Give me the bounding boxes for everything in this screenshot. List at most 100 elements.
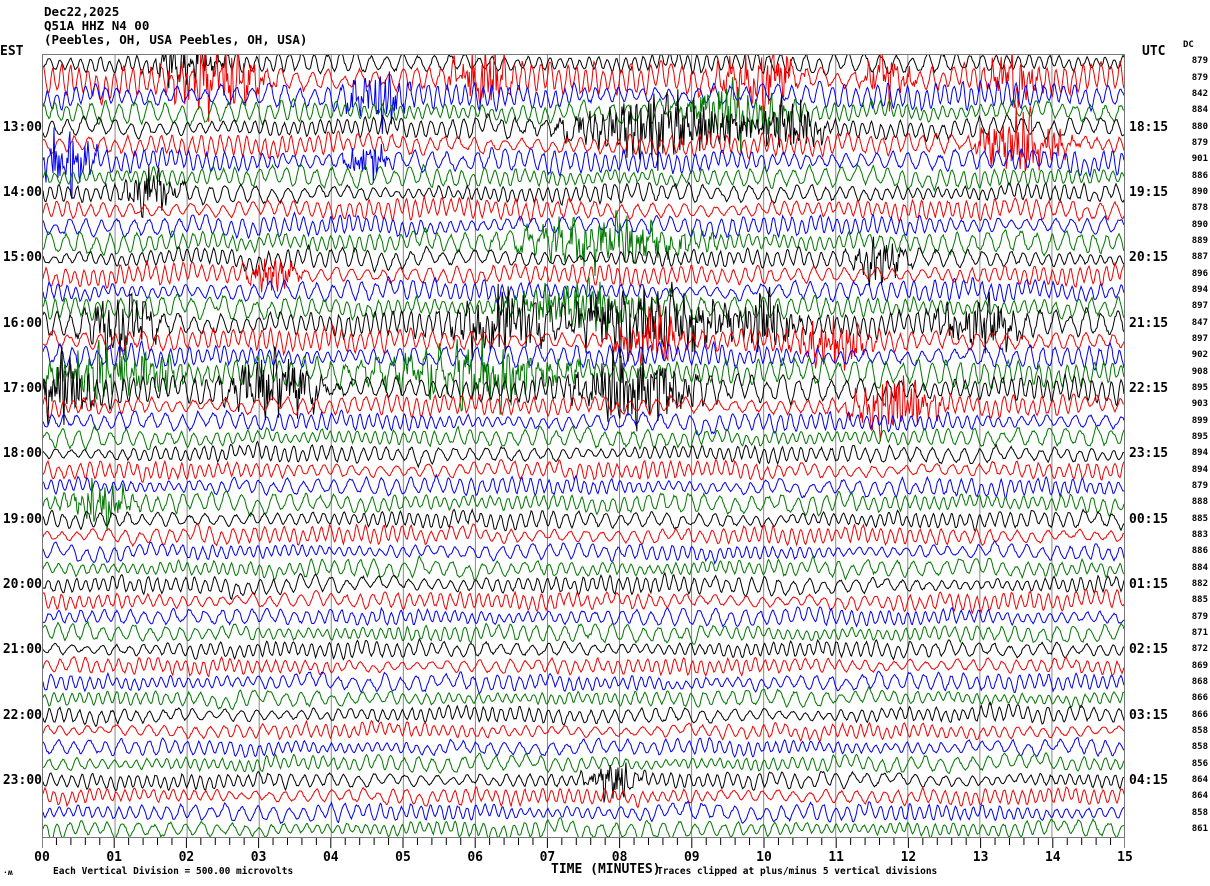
- x-axis-tick-label: 03: [250, 850, 267, 865]
- dc-value: 879: [1191, 480, 1208, 491]
- dc-value: 885: [1191, 595, 1208, 606]
- seismic-trace: [43, 424, 1124, 451]
- dc-value: 884: [1191, 562, 1208, 573]
- y-axis-label-utc: 19:15: [1129, 184, 1169, 200]
- x-axis-tick-label: 13: [972, 850, 989, 865]
- seismic-trace: [43, 55, 1124, 89]
- dc-value: 879: [1191, 56, 1208, 67]
- seismic-trace: [43, 281, 1124, 362]
- dc-value: 879: [1191, 137, 1208, 148]
- dc-value: 861: [1191, 823, 1208, 834]
- dc-value: 888: [1191, 497, 1208, 508]
- seismic-trace: [43, 127, 1124, 198]
- right-timezone-label: UTC: [1142, 44, 1166, 59]
- y-axis-label-utc: 01:15: [1129, 576, 1169, 592]
- x-axis-tick-label: 06: [467, 850, 484, 865]
- dc-value: 866: [1191, 709, 1208, 720]
- dc-column-header: DC: [1183, 40, 1194, 50]
- seismic-trace: [43, 737, 1124, 759]
- dc-value: 894: [1191, 448, 1208, 459]
- dc-value: 890: [1191, 219, 1208, 230]
- seismic-trace: [43, 375, 1124, 442]
- vertical-division-note: Each Vertical Division = 500.00 microvol…: [53, 866, 294, 877]
- seismic-trace: [43, 258, 1124, 293]
- seismic-trace: [43, 800, 1124, 825]
- seismic-trace: [43, 477, 1124, 531]
- dc-value: 903: [1191, 399, 1208, 410]
- dc-value: 894: [1191, 464, 1208, 475]
- y-axis-label-utc: 20:15: [1129, 250, 1169, 266]
- y-axis-label-utc: 04:15: [1129, 772, 1169, 788]
- seismogram-canvas: [43, 55, 1124, 837]
- y-axis-label-est: 17:00: [2, 380, 42, 396]
- dc-value: 894: [1191, 284, 1208, 295]
- dc-value: 847: [1191, 317, 1208, 328]
- seismic-trace: [43, 719, 1124, 742]
- x-axis-ticks: [42, 838, 1125, 848]
- seismic-trace: [43, 508, 1124, 533]
- seismic-trace: [43, 196, 1124, 225]
- dc-value: 864: [1191, 774, 1208, 785]
- seismic-trace: [43, 275, 1124, 305]
- y-axis-label-utc: 03:15: [1129, 707, 1169, 723]
- dc-value: 868: [1191, 676, 1208, 687]
- y-axis-label-est: 23:00: [2, 772, 42, 788]
- seismic-trace: [43, 76, 1124, 152]
- seismic-trace: [43, 336, 1124, 415]
- header-date: Dec22,2025: [44, 4, 120, 19]
- seismic-trace: [43, 458, 1124, 484]
- seismic-trace: [43, 588, 1124, 615]
- x-axis-tick-label: 02: [178, 850, 195, 865]
- y-axis-label-est: 14:00: [2, 184, 42, 200]
- clipping-note: Traces clipped at plus/minus 5 vertical …: [657, 866, 938, 877]
- dc-value: 889: [1191, 235, 1208, 246]
- header-location: (Peebles, OH, USA Peebles, OH, USA): [44, 32, 308, 47]
- y-axis-label-est: 22:00: [2, 707, 42, 723]
- y-axis-label-utc: 18:15: [1129, 119, 1169, 135]
- seismic-trace: [43, 554, 1124, 581]
- seismic-trace: [43, 701, 1124, 728]
- seismic-trace: [43, 163, 1124, 193]
- seismic-trace: [43, 670, 1124, 695]
- helicorder-plot[interactable]: [42, 54, 1125, 838]
- dc-value: 884: [1191, 105, 1208, 116]
- x-axis-tick-label: 04: [322, 850, 339, 865]
- y-axis-label-utc: 22:15: [1129, 380, 1169, 396]
- dc-value: 887: [1191, 252, 1208, 263]
- dc-value: 897: [1191, 301, 1208, 312]
- dc-value: 896: [1191, 268, 1208, 279]
- dc-value: 878: [1191, 203, 1208, 214]
- seismic-trace: [43, 236, 1124, 287]
- seismic-trace: [43, 106, 1124, 172]
- x-axis-tick-label: 09: [683, 850, 700, 865]
- dc-value: 856: [1191, 758, 1208, 769]
- y-axis-label-est: 21:00: [2, 642, 42, 658]
- dc-value: 899: [1191, 415, 1208, 426]
- dc-value: 879: [1191, 611, 1208, 622]
- x-axis-tick-label: 15: [1117, 850, 1133, 865]
- dc-value: 872: [1191, 644, 1208, 655]
- y-axis-label-utc: 00:15: [1129, 511, 1169, 527]
- dc-value: 897: [1191, 333, 1208, 344]
- dc-value: 842: [1191, 88, 1208, 99]
- dc-value: 871: [1191, 627, 1208, 638]
- seismic-trace: [43, 210, 1124, 276]
- y-axis-label-utc: 02:15: [1129, 642, 1169, 658]
- dc-value: 895: [1191, 382, 1208, 393]
- seismic-trace: [43, 440, 1124, 469]
- dc-value: 908: [1191, 366, 1208, 377]
- seismic-trace: [43, 71, 1124, 134]
- seismic-trace: [43, 409, 1124, 437]
- y-axis-label-est: 13:00: [2, 119, 42, 135]
- y-axis-label-utc: 23:15: [1129, 446, 1169, 462]
- seismic-trace: [43, 276, 1124, 334]
- dc-value: 880: [1191, 121, 1208, 132]
- seismic-trace: [43, 637, 1124, 661]
- x-axis-tick-label: 01: [106, 850, 123, 865]
- y-axis-label-est: 19:00: [2, 511, 42, 527]
- x-axis-tick-label: 14: [1044, 850, 1061, 865]
- dc-value: 869: [1191, 660, 1208, 671]
- dc-value: 864: [1191, 791, 1208, 802]
- dc-value: 901: [1191, 154, 1208, 165]
- dc-value: 858: [1191, 807, 1208, 818]
